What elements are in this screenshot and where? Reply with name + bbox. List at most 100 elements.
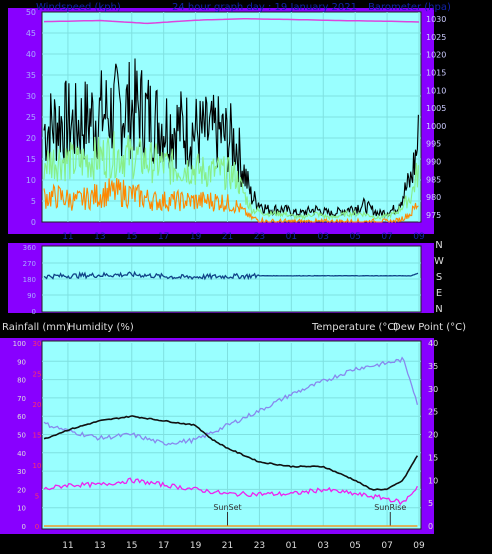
compass-label: W [434,256,444,267]
time-tick-label: 19 [190,232,202,242]
time-tick-label: 07 [381,232,392,242]
wind-gust-line [43,58,419,219]
temperature-tick-label: 35 [428,362,438,371]
time-tick-label: 05 [349,232,360,242]
windspeed-tick-label: 5 [31,197,36,206]
temperature-axis-title: Temperature (°C) [311,322,398,333]
barometer-line [43,18,420,25]
time-tick-label: 09 [413,541,425,551]
temperature-tick-label: 25 [428,408,438,417]
time-tick-label: 13 [94,541,105,551]
time-tick-label: 17 [158,232,169,242]
windspeed-tick-label: 25 [26,113,36,122]
time-tick-label: 07 [381,541,392,551]
barometer-tick-label: 985 [426,175,441,184]
rainfall-tick-label: 10 [33,462,42,470]
windspeed-axis-title: Windspeed (kph) [36,2,121,13]
humidity-tick-label: 10 [17,505,26,513]
dewpoint-axis-title: Dew Point (°C) [393,322,466,333]
barometer-tick-label: 995 [426,140,441,149]
time-tick-label: 11 [62,541,73,551]
rainfall-tick-label: 15 [33,432,42,440]
barometer-tick-label: 1015 [426,69,446,78]
grid-layer [42,12,421,526]
rainfall-axis-title: Rainfall (mm) [2,322,70,333]
direction-tick-label: 90 [27,292,36,300]
humidity-tick-label: 90 [17,358,26,366]
windspeed-tick-label: 45 [26,29,36,38]
humidity-tick-label: 70 [17,395,26,403]
windspeed-tick-label: 10 [26,176,36,185]
windspeed-tick-label: 40 [26,50,36,59]
direction-tick-label: 0 [32,308,36,316]
temperature-tick-label: 5 [428,499,433,508]
humidity-axis-title: Humidity (%) [68,322,134,333]
time-tick-label: 19 [190,541,202,551]
windspeed-tick-label: 30 [26,92,36,101]
temperature-tick-label: 30 [428,385,438,394]
tick-label-layer: 0510152025303540455097598098599099510001… [13,8,447,551]
barometer-tick-label: 975 [426,211,441,220]
time-tick-label: 09 [413,232,425,242]
humidity-tick-label: 30 [17,468,26,476]
barometer-axis-title: Barometer (hpa) [368,2,451,13]
humidity-tick-label: 0 [22,523,26,531]
windspeed-tick-label: 0 [31,218,36,227]
barometer-tick-label: 1020 [426,51,446,60]
humidity-tick-label: 60 [17,413,26,421]
time-tick-label: 03 [318,541,329,551]
chart-title: 24 hour graph day : 19 January 2021 [172,2,357,13]
wind-average-line [43,131,419,221]
time-tick-label: 15 [126,541,137,551]
barometer-tick-label: 990 [426,157,441,166]
time-tick-label: 05 [349,541,360,551]
time-tick-label: 01 [286,541,297,551]
time-tick-label: 11 [62,232,73,242]
humidity-tick-label: 20 [17,486,26,494]
direction-tick-label: 180 [23,276,36,284]
direction-tick-label: 270 [23,260,36,268]
windspeed-tick-label: 50 [26,8,36,17]
barometer-tick-label: 1025 [426,33,446,42]
series-layer [43,18,420,527]
temperature-tick-label: 10 [428,476,438,485]
humidity-tick-label: 80 [17,377,26,385]
dewpoint-line [43,477,418,506]
temperature-tick-label: 15 [428,453,438,462]
rainfall-tick-label: 5 [35,493,39,501]
time-tick-label: 21 [222,541,233,551]
temperature-tick-label: 0 [428,522,433,531]
barometer-tick-label: 1030 [426,15,446,24]
barometer-tick-label: 1005 [426,104,446,113]
barometer-tick-label: 1000 [426,122,446,131]
wind-low-line [43,178,419,224]
compass-label: S [436,272,442,283]
time-tick-label: 03 [318,232,329,242]
compass-label: E [436,288,442,299]
barometer-tick-label: 1010 [426,86,446,95]
rainfall-tick-label: 0 [35,523,39,531]
rainfall-tick-label: 30 [33,340,42,348]
time-tick-label: 13 [94,232,105,242]
time-tick-label: 17 [158,541,169,551]
time-tick-label: 23 [254,232,265,242]
humidity-tick-label: 50 [17,432,26,440]
wind-direction-line [43,270,419,281]
rainfall-tick-label: 25 [33,371,42,379]
temperature-line [43,415,419,491]
sun-event-label: SunRise [374,503,406,512]
compass-label: N [435,240,442,251]
time-tick-label: 23 [254,541,265,551]
windspeed-tick-label: 20 [26,134,36,143]
time-tick-label: 01 [286,232,297,242]
temperature-tick-label: 20 [428,431,438,440]
time-tick-label: 15 [126,232,137,242]
rainfall-tick-label: 20 [33,401,42,409]
humidity-tick-label: 40 [17,450,26,458]
sun-event-label: SunSet [213,503,241,512]
direction-tick-label: 360 [23,244,36,252]
humidity-line [43,356,419,446]
humidity-tick-label: 100 [13,340,26,348]
windspeed-tick-label: 15 [26,155,36,164]
